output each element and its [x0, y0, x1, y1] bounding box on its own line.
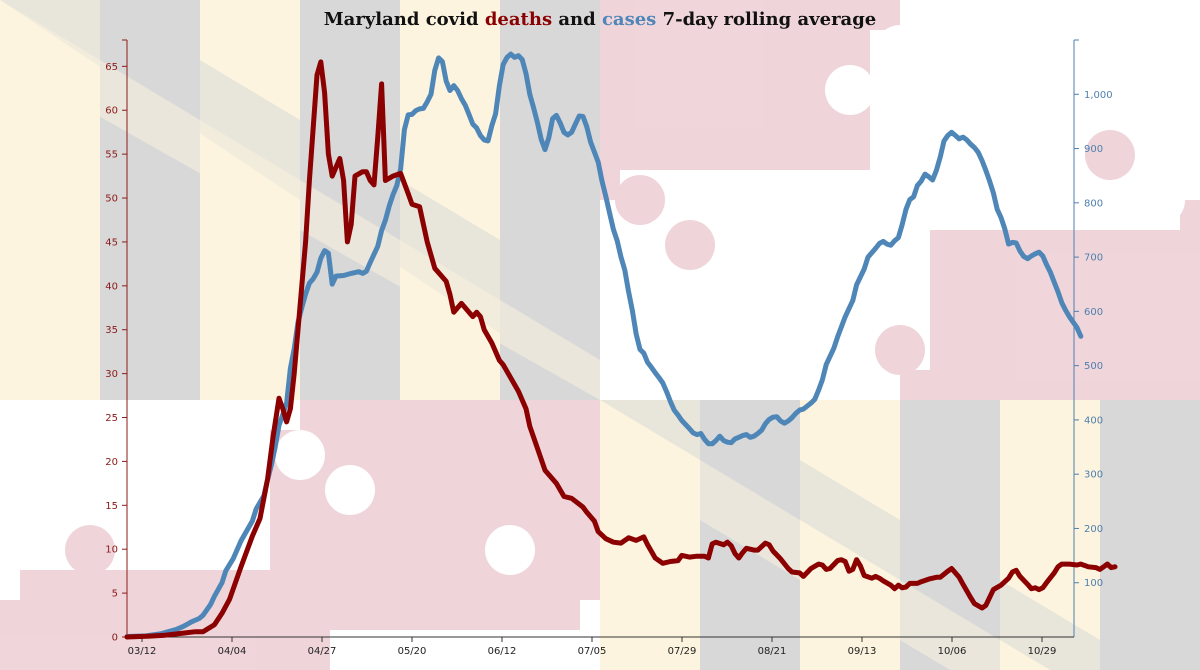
- series-line-cases: [124, 51, 1084, 639]
- x-tick-label: 09/13: [848, 646, 877, 657]
- y-left-tick-label: 10: [105, 545, 118, 556]
- x-tick-label: 07/29: [668, 646, 697, 657]
- chart-title: Maryland covid deaths and cases 7-day ro…: [324, 9, 877, 30]
- y-left-tick-label: 50: [105, 194, 118, 205]
- x-tick-label: 04/04: [218, 646, 247, 657]
- y-right-tick-label: 500: [1084, 361, 1103, 372]
- y-left-tick-label: 55: [105, 150, 118, 161]
- x-tick-label: 07/05: [578, 646, 607, 657]
- series-line-deaths: [124, 59, 1118, 640]
- y-right-tick-label: 700: [1084, 253, 1103, 264]
- y-left-tick-label: 45: [105, 237, 118, 248]
- y-right-tick-label: 1,000: [1084, 90, 1113, 101]
- x-tick-label: 10/06: [938, 646, 967, 657]
- title-part-4: 7-day rolling average: [656, 9, 876, 30]
- x-tick-label: 03/12: [128, 646, 157, 657]
- y-right-tick-label: 300: [1084, 470, 1103, 481]
- flag-quarter-calvert-top-left: [0, 0, 600, 400]
- x-tick-label: 06/12: [488, 646, 517, 657]
- title-part-2: and: [552, 9, 602, 30]
- title-part-1: deaths: [485, 9, 552, 30]
- y-left-tick-label: 65: [105, 62, 118, 73]
- y-left-tick-label: 15: [105, 501, 118, 512]
- flag-quarter-crossland-top-right: [600, 0, 1200, 400]
- flag-quarter-crossland-bottom-left: [0, 400, 600, 670]
- y-right-tick-label: 600: [1084, 307, 1103, 318]
- y-left-tick-label: 30: [105, 369, 118, 380]
- y-right-tick-label: 100: [1084, 578, 1103, 589]
- y-left-tick-label: 5: [112, 589, 118, 600]
- axes: 0 5 10 15 20 25 30 35 40 45 50 55 60 65 100 200 300 400 50…: [105, 39, 1113, 657]
- y-left-tick-label: 25: [105, 413, 118, 424]
- y-left-tick-label: 60: [105, 106, 118, 117]
- title-part-0: Maryland covid: [324, 9, 485, 30]
- y-left-tick-label: 35: [105, 325, 118, 336]
- flag-quarter-calvert-bottom-right: [600, 400, 1200, 670]
- x-tick-label: 08/21: [758, 646, 787, 657]
- y-right-tick-label: 400: [1084, 415, 1103, 426]
- title-part-3: cases: [602, 9, 656, 30]
- y-right-tick-label: 900: [1084, 144, 1103, 155]
- y-left-tick-label: 40: [105, 281, 118, 292]
- y-left-tick-label: 0: [112, 633, 118, 644]
- x-tick-label: 10/29: [1028, 646, 1057, 657]
- x-tick-label: 05/20: [398, 646, 427, 657]
- y-left-tick-label: 20: [105, 457, 118, 468]
- x-tick-label: 04/27: [308, 646, 337, 657]
- y-right-tick-label: 800: [1084, 198, 1103, 209]
- series-layer: [124, 51, 1118, 640]
- y-right-tick-label: 200: [1084, 524, 1103, 535]
